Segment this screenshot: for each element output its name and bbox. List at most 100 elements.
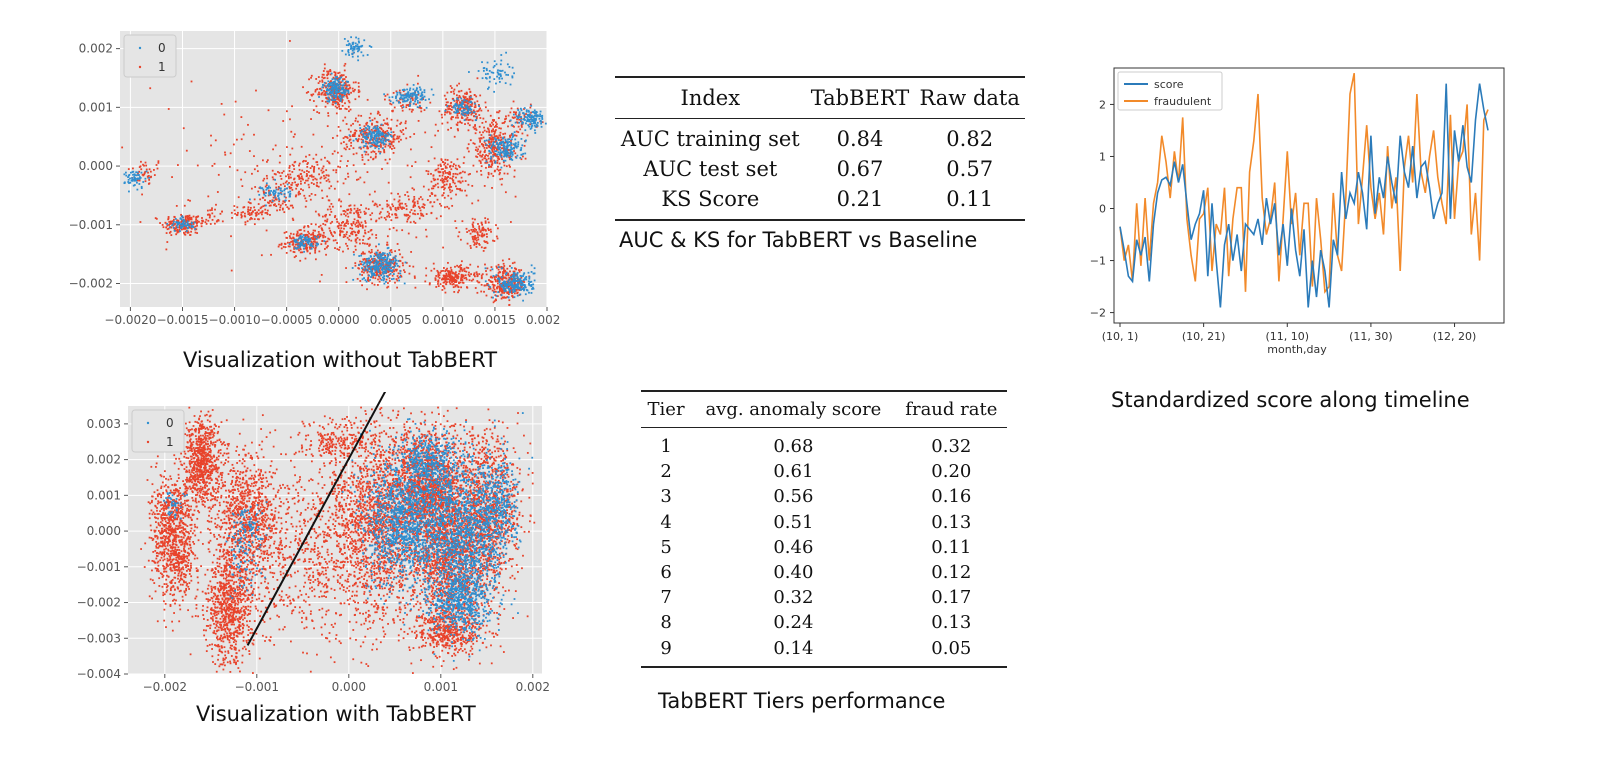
scatter-point-1: [388, 140, 390, 143]
scatter-point-1: [334, 247, 336, 249]
scatter-point-1: [362, 251, 364, 254]
scatter-point-1: [501, 259, 504, 262]
scatter-point-0: [127, 181, 130, 184]
scatter-point-1: [491, 162, 494, 165]
scatter-point-1: [348, 139, 351, 142]
scatter-point-1: [453, 92, 456, 95]
scatter-point-1: [476, 170, 478, 173]
scatter-point-1: [317, 93, 320, 96]
scatter-point-0: [532, 287, 535, 290]
scatter-point-0: [403, 282, 406, 285]
scatter-point-1: [186, 230, 189, 233]
scatter-point-1: [365, 259, 367, 261]
scatter-point-0: [516, 286, 519, 289]
scatter-point-1: [397, 272, 400, 275]
scatter-point-1: [437, 283, 439, 285]
scatter-point-1: [348, 235, 351, 237]
scatter-point-1: [345, 242, 347, 245]
scatter-point-1: [432, 177, 435, 180]
scatter-point-1: [178, 226, 181, 228]
scatter-point-0: [490, 155, 492, 158]
scatter-point-1: [372, 274, 375, 277]
scatter-point-1: [493, 170, 496, 173]
scatter-point-1: [153, 174, 156, 176]
scatter-point-1: [418, 101, 421, 104]
scatter-point-1: [483, 141, 486, 143]
scatter-point-1: [299, 192, 302, 195]
scatter-point-1: [145, 164, 148, 167]
scatter-point-0: [515, 286, 518, 289]
scatter-point-1: [273, 203, 275, 206]
scatter-point-0: [499, 149, 502, 152]
scatter-point-0: [519, 293, 522, 296]
scatter-point-1: [497, 268, 500, 271]
scatter-point-0: [526, 116, 529, 119]
scatter-point-1: [185, 149, 188, 152]
scatter-point-1: [292, 237, 295, 240]
scatter-point-1: [198, 220, 200, 223]
scatter-point-1: [157, 160, 160, 163]
scatter-point-1: [406, 191, 409, 194]
scatter-point-1: [347, 128, 350, 131]
scatter-point-1: [408, 272, 411, 275]
scatter-point-1: [177, 219, 180, 222]
scatter-point-0: [502, 150, 504, 153]
scatter-point-1: [378, 204, 381, 206]
scatter-point-1: [459, 189, 462, 192]
scatter-point-1: [211, 165, 214, 167]
scatter-point-1: [332, 169, 335, 172]
scatter-point-1: [342, 221, 345, 223]
scatter-point-1: [407, 232, 410, 235]
scatter-point-1: [138, 170, 141, 173]
scatter-point-0: [321, 86, 324, 89]
scatter-point-1: [468, 99, 470, 102]
scatter-point-0: [275, 188, 278, 191]
scatter-point-1: [325, 220, 328, 223]
scatter-point-1: [437, 280, 440, 283]
scatter-point-1: [349, 108, 352, 111]
scatter-point-0: [515, 280, 517, 282]
scatter-point-1: [317, 231, 320, 233]
scatter-point-1: [496, 111, 498, 114]
scatter-point-1: [480, 134, 483, 136]
scatter-point-1: [346, 236, 349, 239]
scatter-point-1: [311, 233, 314, 236]
scatter-point-1: [360, 138, 363, 141]
scatter-point-1: [470, 279, 473, 282]
scatter-point-1: [456, 264, 459, 267]
scatter-point-1: [292, 233, 295, 236]
scatter-point-0: [516, 276, 519, 279]
scatter-point-0: [145, 170, 148, 173]
scatter-point-1: [430, 172, 432, 175]
scatter-point-0: [421, 91, 424, 94]
scatter-point-1: [314, 238, 316, 241]
scatter-point-1: [479, 231, 482, 233]
scatter-point-1: [420, 212, 422, 215]
scatter-point-1: [461, 189, 463, 192]
scatter-point-1: [498, 173, 501, 176]
scatter-point-1: [477, 148, 479, 151]
scatter-point-0: [334, 84, 337, 87]
scatter-point-0: [382, 141, 385, 144]
scatter-point-1: [274, 144, 277, 147]
scatter-point-1: [415, 103, 417, 106]
scatter-point-0: [361, 44, 364, 47]
scatter-point-1: [359, 224, 362, 226]
scatter-point-1: [453, 272, 456, 275]
scatter-point-1: [306, 246, 308, 249]
scatter-point-1: [358, 124, 361, 126]
scatter-point-1: [354, 264, 357, 267]
scatter-point-0: [531, 111, 534, 113]
scatter-point-1: [381, 207, 384, 210]
scatter-point-0: [307, 241, 310, 244]
scatter-point-1: [470, 97, 473, 100]
scatter-point-1: [471, 103, 474, 105]
scatter-point-0: [181, 215, 184, 218]
scatter-point-0: [389, 272, 392, 275]
scatter-point-1: [367, 259, 370, 262]
scatter-point-0: [273, 193, 276, 196]
scatter-point-1: [504, 296, 507, 299]
scatter-point-1: [472, 240, 475, 243]
scatter-point-1: [368, 193, 371, 196]
scatter-point-1: [520, 158, 523, 161]
